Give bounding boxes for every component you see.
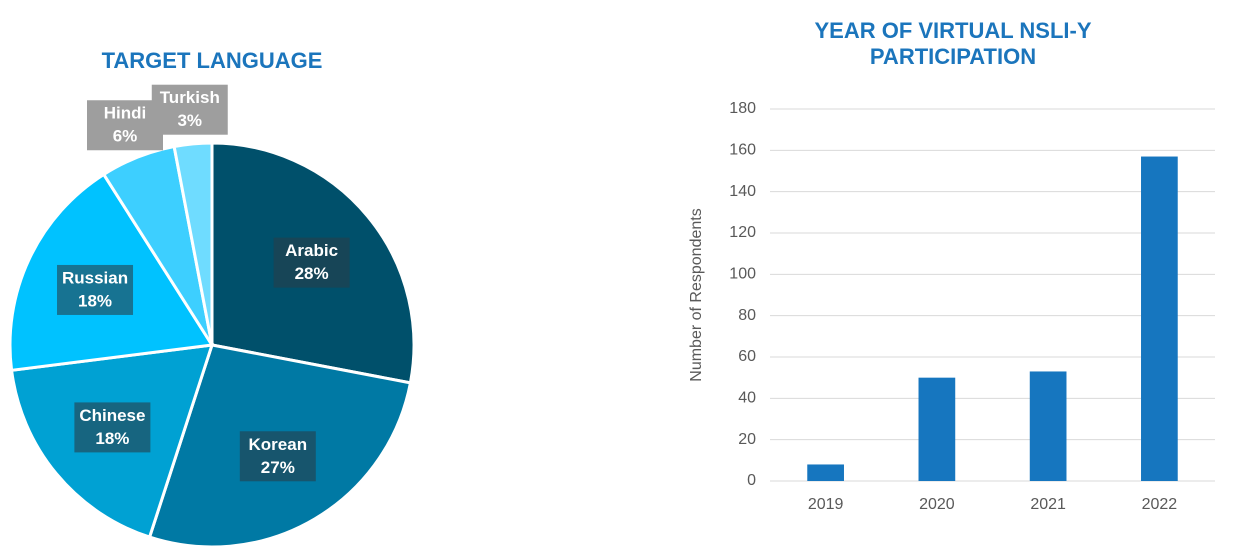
y-tick-label: 0 [747, 472, 756, 489]
y-axis-label: Number of Respondents [688, 208, 705, 381]
y-tick-label: 100 [729, 266, 756, 283]
pie-slice [172, 141, 214, 346]
bar [1141, 156, 1178, 482]
label-box [74, 402, 151, 453]
label-value: 28% [295, 264, 329, 283]
data-label: Arabic 28% [273, 237, 350, 288]
data-label: Russian 18% [57, 264, 134, 315]
label-box [239, 431, 316, 482]
x-tick-label: 2019 [808, 496, 844, 513]
label-value: 27% [261, 458, 295, 477]
label-name: Chinese [79, 406, 145, 425]
bar [807, 464, 844, 481]
y-tick-label: 140 [729, 183, 756, 200]
label-name: Arabic [285, 241, 338, 260]
label-value: 18% [78, 291, 112, 310]
pie-title: TARGET LANGUAGE [101, 48, 323, 73]
bar [918, 377, 956, 481]
label-name: Korean [249, 435, 308, 454]
data-label: Turkish 3% [151, 84, 228, 135]
y-tick-label: 120 [729, 224, 756, 241]
x-tick-label: 2021 [1030, 496, 1066, 513]
label-value: 6% [113, 127, 138, 146]
y-tick-label: 160 [729, 142, 756, 159]
y-tick-label: 60 [738, 348, 756, 365]
y-tick-label: 180 [729, 100, 756, 117]
label-name: Hindi [104, 104, 147, 123]
x-tick-label: 2022 [1142, 496, 1178, 513]
label-value: 18% [95, 429, 129, 448]
y-tick-label: 40 [738, 390, 756, 407]
label-name: Russian [62, 268, 128, 287]
y-tick-label: 80 [738, 307, 756, 324]
bar [1029, 371, 1067, 481]
data-label: Korean 27% [239, 431, 316, 482]
bar-title: YEAR OF VIRTUAL NSLI-Y PARTICIPATION [814, 18, 1092, 69]
label-value: 3% [177, 111, 202, 130]
data-label: Chinese 18% [74, 402, 151, 453]
label-box [86, 100, 163, 151]
label-name: Turkish [160, 88, 220, 107]
data-label: Hindi 6% [86, 100, 163, 151]
label-box [273, 237, 350, 288]
x-tick-label: 2020 [919, 496, 955, 513]
label-box [57, 264, 134, 315]
label-box [151, 84, 228, 135]
y-tick-label: 20 [738, 431, 756, 448]
